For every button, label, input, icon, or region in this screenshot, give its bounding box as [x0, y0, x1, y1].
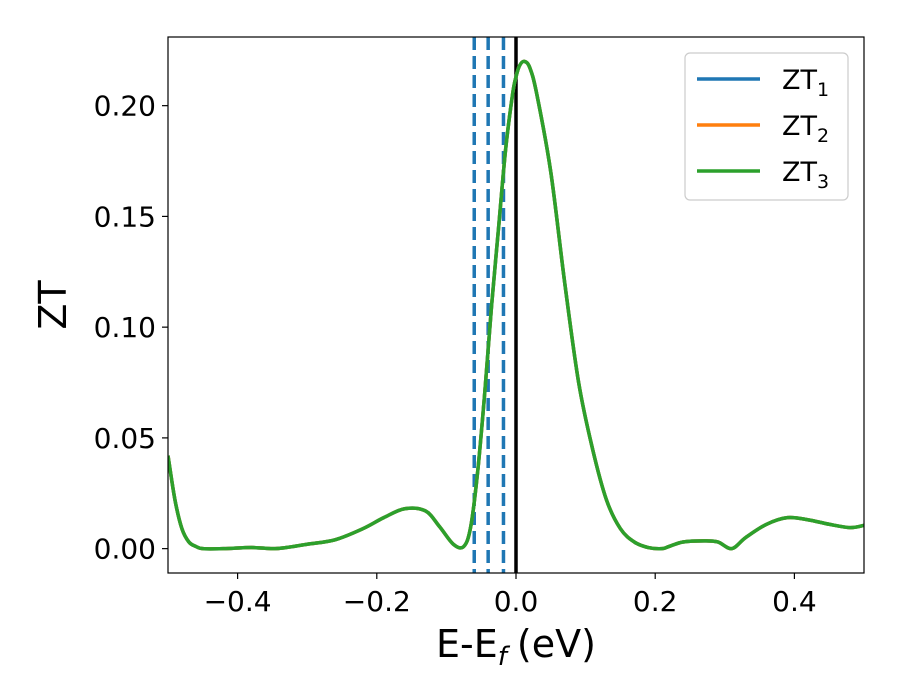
x-axis-label-main: E-E — [436, 622, 498, 666]
x-tick-label: −0.2 — [343, 585, 411, 618]
legend: ZT1 ZT2 ZT3 — [684, 52, 849, 201]
series-lines — [168, 59, 864, 551]
legend-label-zt1: ZT1 — [782, 65, 829, 101]
x-axis-label-sub: f — [498, 642, 511, 672]
y-tick-label: 0.15 — [94, 200, 156, 233]
x-axis-ticks: −0.4 −0.2 0.0 0.2 0.4 — [204, 573, 817, 618]
x-axis-label: E-Ef (eV) — [436, 622, 596, 672]
x-tick-label: 0.0 — [494, 585, 539, 618]
y-axis-ticks: 0.00 0.05 0.10 0.15 0.20 — [94, 90, 168, 566]
legend-label-zt3: ZT3 — [782, 157, 829, 193]
vertical-reference-lines — [472, 37, 518, 573]
y-tick-label: 0.05 — [94, 422, 156, 455]
x-tick-label: 0.4 — [772, 585, 817, 618]
x-tick-label: 0.2 — [633, 585, 678, 618]
x-axis-label-unit: (eV) — [517, 622, 596, 666]
y-tick-label: 0.00 — [94, 533, 156, 566]
x-tick-label: −0.4 — [204, 585, 272, 618]
y-axis-label: ZT — [31, 280, 75, 330]
y-tick-label: 0.20 — [94, 90, 156, 123]
legend-label-zt2: ZT2 — [782, 111, 829, 147]
legend-box — [684, 52, 849, 201]
y-tick-label: 0.10 — [94, 311, 156, 344]
series-line-zt3 — [168, 59, 864, 551]
